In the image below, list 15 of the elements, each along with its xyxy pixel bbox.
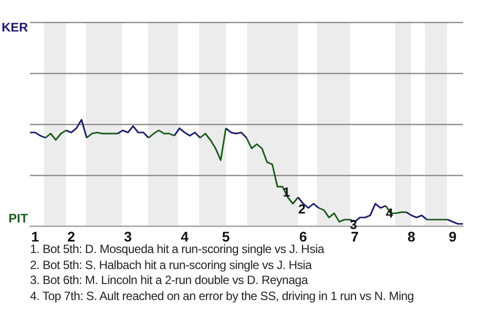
text: 3. Bot 6th: M. Lincoln hit a 2-run double vs D. Reynaga (30, 273, 309, 289)
text: 4. Top 7th: S. Ault reached on an error by the SS, driving in 1 run vs N. Ming (30, 288, 414, 304)
text: KER (2, 20, 28, 34)
x-tick-label: 5 (222, 228, 230, 244)
text: 1. Bot 5th: D. Mosqueda hit a run-scoring single vs J. Hsia (30, 242, 324, 256)
x-tick-label: 2 (67, 228, 76, 244)
x-tick-label: 3 (124, 228, 132, 244)
x-tick-label: 1 (31, 228, 40, 244)
x-tick-label: 9 (448, 228, 457, 244)
x-tick-label: 8 (408, 228, 416, 244)
x-tick-label: 6 (299, 228, 308, 244)
x-tick-label: 4 (180, 228, 189, 244)
text: 2. Bot 5th: S. Halbach hit a run-scoring single vs J. Hsia (30, 258, 313, 274)
text: PIT (8, 211, 28, 226)
annotation: 2 (298, 201, 306, 216)
